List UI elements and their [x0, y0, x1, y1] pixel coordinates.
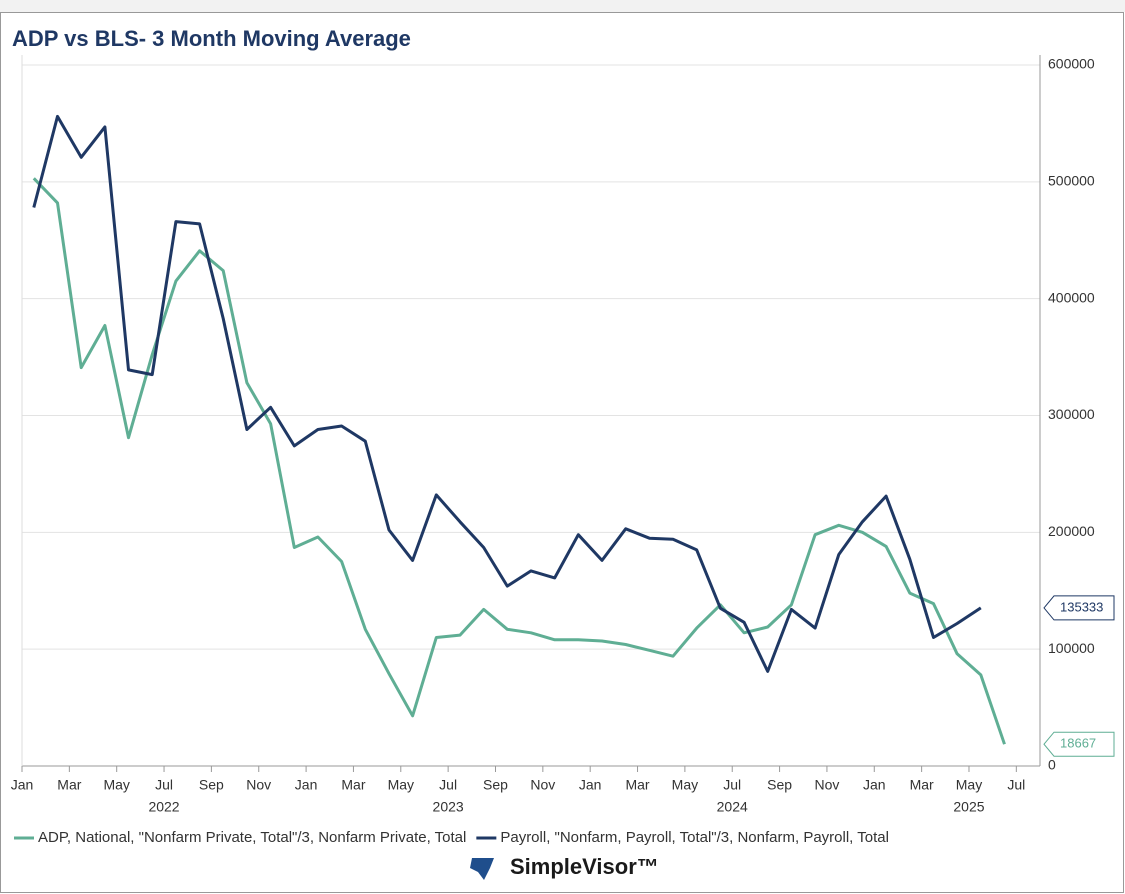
year-label: 2022 [148, 799, 179, 815]
end-label: 18667 [1060, 736, 1096, 751]
x-tick-label: Mar [57, 777, 81, 793]
end-callout [1043, 731, 1115, 757]
x-tick-label: Jan [295, 777, 318, 793]
legend-label: ADP, National, "Nonfarm Private, Total"/… [38, 829, 466, 846]
series-line [32, 177, 1006, 745]
brand: SimpleVisor™ [510, 854, 659, 879]
end-label: 135333 [1060, 599, 1103, 614]
x-tick-label: May [956, 777, 982, 793]
x-tick-label: May [103, 777, 129, 793]
x-tick-label: Sep [483, 777, 508, 793]
y-tick-label: 100000 [1048, 640, 1095, 656]
end-callout [1043, 595, 1115, 621]
y-tick-label: 500000 [1048, 173, 1095, 189]
y-tick-label: 400000 [1048, 289, 1095, 305]
legend-label: Payroll, "Nonfarm, Payroll, Total"/3, No… [500, 829, 889, 846]
x-tick-label: Mar [910, 777, 934, 793]
x-tick-label: Jul [155, 777, 173, 793]
x-tick-label: Nov [814, 777, 839, 793]
year-label: 2024 [717, 799, 748, 815]
x-tick-label: Jan [11, 777, 34, 793]
x-tick-label: May [388, 777, 414, 793]
y-tick-label: 300000 [1048, 406, 1095, 422]
y-tick-label: 0 [1048, 757, 1056, 773]
year-label: 2025 [953, 799, 984, 815]
brand-logo [470, 858, 494, 880]
x-tick-label: Jul [1007, 777, 1025, 793]
frame [0, 12, 1124, 893]
x-tick-label: Mar [625, 777, 649, 793]
x-tick-label: Nov [530, 777, 555, 793]
x-tick-label: Jul [439, 777, 457, 793]
x-tick-label: Jan [863, 777, 886, 793]
top-bar [0, 0, 1125, 12]
x-tick-label: May [672, 777, 698, 793]
x-tick-label: Jan [579, 777, 602, 793]
year-label: 2023 [433, 799, 464, 815]
x-tick-label: Mar [341, 777, 365, 793]
x-tick-label: Jul [723, 777, 741, 793]
x-tick-label: Sep [767, 777, 792, 793]
y-tick-label: 600000 [1048, 56, 1095, 72]
chart-title: ADP vs BLS- 3 Month Moving Average [12, 26, 411, 51]
series-line [32, 114, 982, 673]
x-tick-label: Nov [246, 777, 271, 793]
y-tick-label: 200000 [1048, 523, 1095, 539]
x-tick-label: Sep [199, 777, 224, 793]
